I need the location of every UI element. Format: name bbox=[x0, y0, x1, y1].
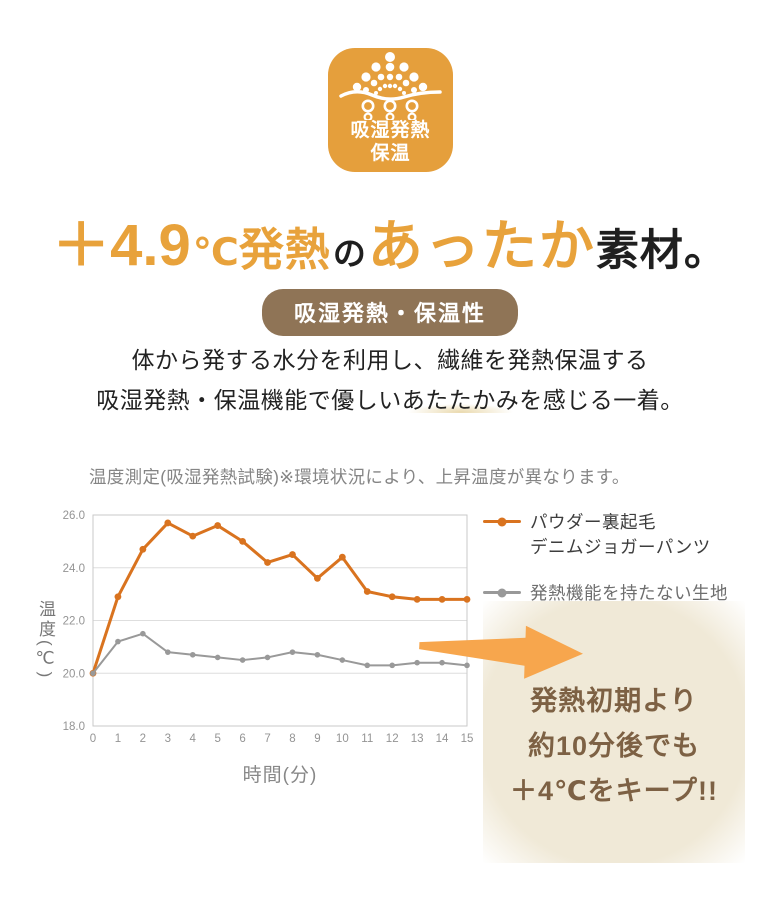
svg-text:1: 1 bbox=[115, 733, 121, 745]
legend-label-plain-fabric: 発熱機能を持たない生地 bbox=[530, 583, 728, 603]
svg-text:3: 3 bbox=[165, 733, 171, 745]
body-line2-pre: 吸湿発熱・保温機能で優しい bbox=[96, 387, 402, 413]
legend-label-pants-line1: パウダー裏起毛 bbox=[530, 512, 656, 532]
svg-text:18.0: 18.0 bbox=[63, 721, 85, 733]
chart-legend: パウダー裏起毛 デニムジョガーパンツ 発熱機能を持たない生地 bbox=[483, 510, 728, 606]
icon-label: 吸湿発熱 保温 bbox=[350, 119, 430, 165]
icon-label-line2: 保温 bbox=[370, 143, 411, 164]
headline: ＋4.9 ℃ 発熱 の あったか 素材。 bbox=[0, 198, 780, 282]
annotation-line: ＋4℃をキープ!! bbox=[509, 775, 719, 806]
headline-temperature: ＋4.9 bbox=[52, 213, 191, 278]
svg-text:20.0: 20.0 bbox=[63, 668, 85, 680]
svg-text:2: 2 bbox=[140, 733, 146, 745]
legend-marker-gray-icon bbox=[483, 591, 521, 594]
body-line2-post: を感じる一着。 bbox=[519, 387, 684, 413]
svg-text:8: 8 bbox=[289, 733, 295, 745]
svg-text:5: 5 bbox=[214, 733, 220, 745]
legend-marker-orange-icon bbox=[483, 520, 521, 523]
chart-note: 温度測定(吸湿発熱試験)※環境状況により、上昇温度が異なります。 bbox=[89, 467, 630, 487]
icon-label-line1: 吸湿発熱 bbox=[350, 120, 431, 141]
svg-text:12: 12 bbox=[386, 733, 399, 745]
svg-text:13: 13 bbox=[411, 733, 424, 745]
svg-text:26.0: 26.0 bbox=[63, 510, 85, 522]
svg-text:15: 15 bbox=[461, 733, 474, 745]
svg-text:10: 10 bbox=[336, 733, 349, 745]
headline-particle: の bbox=[332, 235, 366, 272]
headline-word-material: 素材。 bbox=[595, 227, 728, 275]
annotation-text: 発熱初期より 約10分後でも ＋4℃をキープ!! bbox=[483, 679, 745, 814]
body-line-2: 吸湿発熱・保温機能で優しいあたたかみを感じる一着。 bbox=[0, 380, 780, 420]
headline-word-heat: 発熱 bbox=[238, 224, 331, 275]
moisture-heat-icon: 吸湿発熱 保温 bbox=[328, 48, 453, 172]
temperature-chart: 18.020.022.024.026.00 1 2 3 4 5 6 7 8 9 10 11 12 13 14… bbox=[63, 510, 474, 745]
legend-label-pants: パウダー裏起毛 デニムジョガーパンツ bbox=[530, 510, 711, 560]
legend-item-pants: パウダー裏起毛 デニムジョガーパンツ bbox=[483, 510, 728, 560]
svg-text:0: 0 bbox=[90, 733, 96, 745]
svg-text:9: 9 bbox=[314, 733, 320, 745]
svg-text:7: 7 bbox=[264, 733, 270, 745]
headline-word-warm: あったか bbox=[367, 215, 596, 277]
svg-text:6: 6 bbox=[239, 733, 245, 745]
svg-text:24.0: 24.0 bbox=[63, 563, 85, 575]
legend-item-plain-fabric: 発熱機能を持たない生地 bbox=[483, 581, 728, 606]
keep-arrow-icon bbox=[419, 625, 583, 679]
annotation-line: 発熱初期より bbox=[530, 685, 698, 716]
steam-fabric-icon bbox=[339, 52, 442, 120]
svg-text:11: 11 bbox=[361, 733, 373, 745]
svg-text:22.0: 22.0 bbox=[63, 616, 85, 628]
chart-x-axis-label: 時間(分) bbox=[242, 765, 318, 786]
legend-label-pants-line2: デニムジョガーパンツ bbox=[530, 537, 711, 557]
feature-badge: 吸湿発熱・保温性 bbox=[261, 289, 519, 336]
chart-y-axis-label: 温度(℃) bbox=[36, 600, 55, 681]
svg-text:14: 14 bbox=[436, 733, 449, 745]
annotation-line: 約10分後でも bbox=[527, 730, 701, 761]
body-line2-highlight: あたたかみ bbox=[401, 387, 520, 413]
body-line-1: 体から発する水分を利用し、繊維を発熱保温する bbox=[131, 347, 649, 373]
headline-unit: ℃ bbox=[192, 232, 239, 274]
body-copy: 体から発する水分を利用し、繊維を発熱保温する 吸湿発熱・保温機能で優しいあたたか… bbox=[0, 340, 780, 420]
svg-text:4: 4 bbox=[190, 733, 197, 745]
